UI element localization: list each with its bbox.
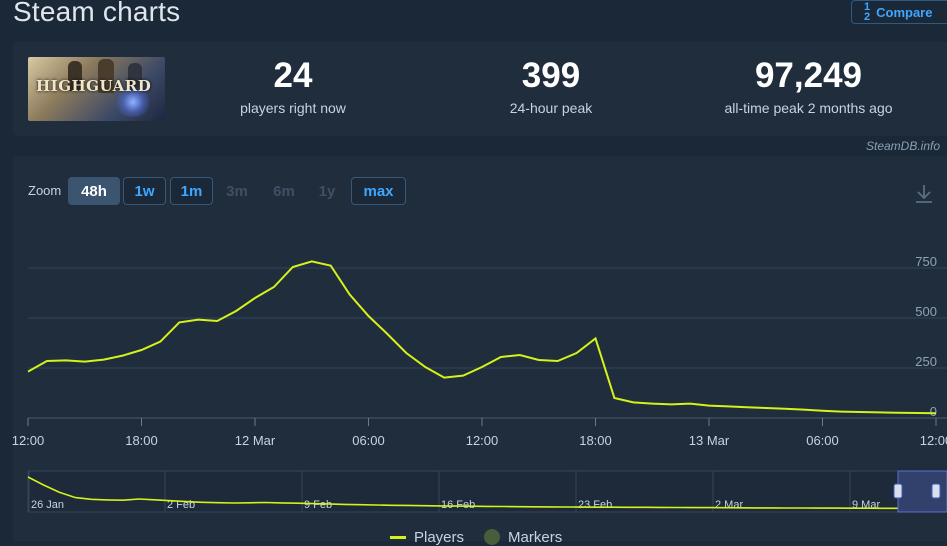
legend-label: Players xyxy=(414,528,465,546)
stat-all-time-peak: 97,249 all-time peak 2 months ago xyxy=(701,56,916,116)
x-tick-label: 13 Mar xyxy=(689,433,730,448)
steamdb-credit[interactable]: SteamDB.info xyxy=(866,139,941,153)
zoom-1y-button: 1y xyxy=(318,182,336,200)
game-logo: HIGHGUARD xyxy=(36,77,152,95)
navigator-tick-label: 9 Mar xyxy=(852,499,880,511)
character-figure xyxy=(98,59,114,93)
stat-value: 399 xyxy=(521,56,581,95)
magic-glow xyxy=(113,87,153,117)
game-thumbnail[interactable]: HIGHGUARD xyxy=(28,57,165,121)
main-chart[interactable]: 0 250 500 750 12:00 18:00 12 Mar 06:00 12:00 18:0… xyxy=(0,0,947,470)
navigator-handle-right[interactable] xyxy=(931,483,941,499)
x-tick-label: 18:00 xyxy=(125,433,158,448)
chart-legend: Players Markers xyxy=(390,528,563,546)
legend-item-players[interactable]: Players xyxy=(390,528,465,546)
navigator-tick-label: 16 Feb xyxy=(441,499,475,511)
players-series-line[interactable] xyxy=(27,260,937,415)
x-tick-label: 12:00 xyxy=(466,433,499,448)
stats-panel: HIGHGUARD 24 players right now 399 24-ho… xyxy=(13,42,947,136)
stat-players-now: 24 players right now xyxy=(206,56,380,116)
y-tick-label: 500 xyxy=(915,304,937,319)
stat-label: players right now xyxy=(240,100,346,116)
navigator-tick-label: 9 Feb xyxy=(304,499,332,511)
zoom-48h-button[interactable]: 48h xyxy=(68,177,120,205)
zoom-label: Zoom xyxy=(28,183,62,198)
legend-item-markers[interactable]: Markers xyxy=(484,528,563,546)
character-figure xyxy=(128,63,142,91)
navigator-series-line xyxy=(27,476,898,510)
x-tick-label: 12:00 xyxy=(12,433,45,448)
navigator-tick-label: 26 Jan xyxy=(31,499,64,511)
page-title: Steam charts xyxy=(13,0,181,27)
x-tick-label: 06:00 xyxy=(806,433,839,448)
dot-swatch-icon xyxy=(484,529,501,545)
x-tick-label: 06:00 xyxy=(352,433,385,448)
character-figure xyxy=(68,61,82,91)
x-tick-label: 18:00 xyxy=(579,433,612,448)
zoom-1w-button[interactable]: 1w xyxy=(123,177,166,205)
stat-label: 24-hour peak xyxy=(509,100,593,116)
y-tick-label: 750 xyxy=(915,254,937,269)
line-swatch-icon xyxy=(390,535,406,539)
stat-value: 97,249 xyxy=(754,56,863,95)
compare-button[interactable]: 1 2 Compare xyxy=(851,0,947,24)
navigator-frame xyxy=(27,470,947,513)
fraction-icon: 1 2 xyxy=(864,1,871,23)
x-tick-label: 12 Mar xyxy=(235,433,276,448)
zoom-max-button[interactable]: max xyxy=(351,177,406,205)
zoom-1m-button[interactable]: 1m xyxy=(170,177,213,205)
legend-label: Markers xyxy=(508,528,563,546)
stat-24h-peak: 399 24-hour peak xyxy=(464,56,638,116)
navigator-tick-label: 23 Feb xyxy=(578,499,612,511)
stat-value: 24 xyxy=(273,56,313,95)
stat-label: all-time peak 2 months ago xyxy=(724,100,893,116)
y-tick-label: 0 xyxy=(930,404,937,419)
download-icon[interactable] xyxy=(912,182,936,206)
navigator-handle-left[interactable] xyxy=(893,483,903,499)
y-tick-label: 250 xyxy=(915,354,937,369)
zoom-6m-button: 6m xyxy=(273,182,295,200)
navigator-tick-label: 2 Mar xyxy=(715,499,743,511)
zoom-3m-button: 3m xyxy=(226,182,248,200)
compare-label: Compare xyxy=(876,4,933,20)
x-tick-label: 12:00 xyxy=(920,433,947,448)
